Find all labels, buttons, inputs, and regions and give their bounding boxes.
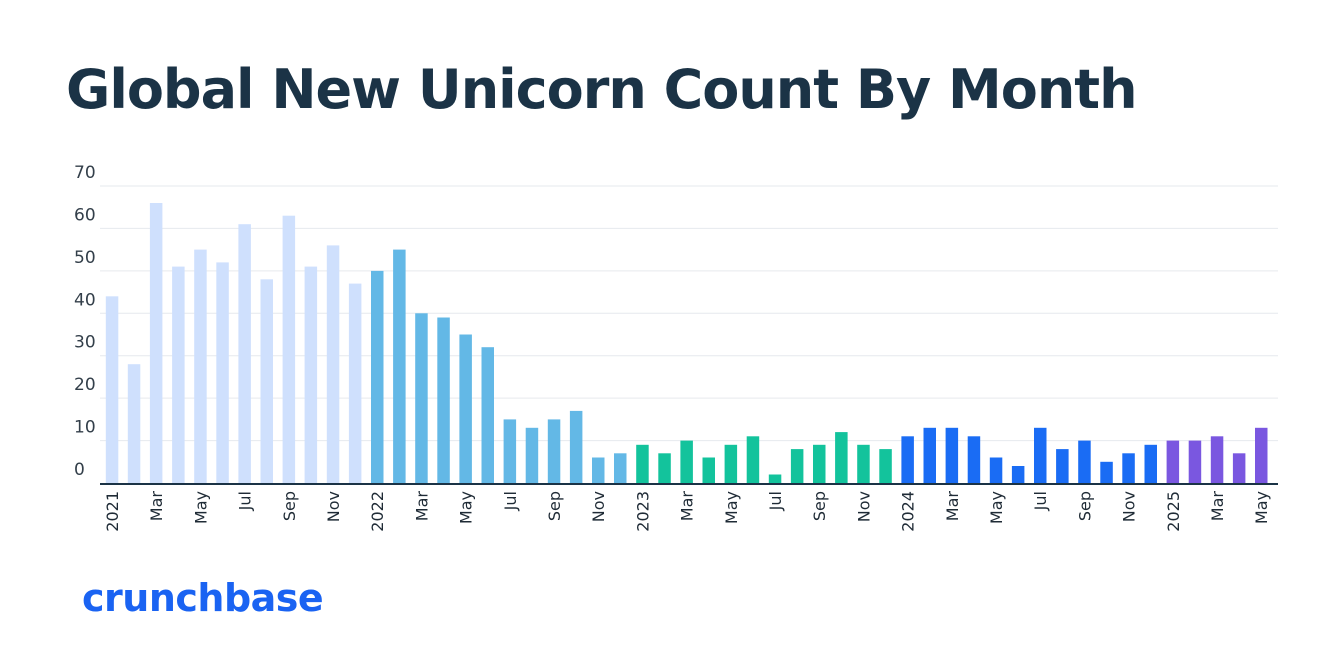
bar-2022-10	[569, 410, 583, 483]
y-tick-label: 70	[74, 163, 96, 183]
x-tick-label: 2025	[1164, 491, 1183, 532]
x-tick-label: Nov	[1120, 491, 1139, 522]
bar-2023-05	[724, 444, 738, 483]
bar-2021-05	[194, 249, 207, 483]
x-tick-label: May	[987, 491, 1006, 524]
x-tick-label: Mar	[1208, 491, 1227, 522]
x-tick-label: Mar	[678, 491, 697, 522]
y-tick-label: 60	[74, 205, 96, 225]
bar-2021-09	[282, 215, 296, 483]
bar-2024-06	[1011, 466, 1025, 483]
x-tick-label: Mar	[147, 491, 166, 522]
bar-2022-02	[393, 249, 406, 483]
bar-2021-03	[149, 203, 163, 483]
bar-2024-08	[1056, 449, 1069, 483]
chart-title: Global New Unicorn Count By Month	[66, 58, 1138, 121]
bar-2024-11	[1122, 453, 1135, 483]
bar-2023-04	[702, 457, 715, 483]
bar-2024-05	[989, 457, 1003, 483]
x-tick-label: 2021	[103, 491, 122, 532]
x-tick-label: Jul	[766, 491, 785, 511]
x-tick-label: Nov	[324, 491, 343, 522]
bar-2025-04	[1232, 453, 1246, 483]
y-tick-label: 20	[74, 375, 96, 395]
bar-2023-07	[768, 474, 782, 483]
bar-2023-06	[746, 436, 760, 483]
bar-2025-02	[1188, 440, 1202, 483]
bar-2023-10	[835, 432, 848, 483]
x-tick-label: May	[191, 491, 210, 524]
y-tick-label: 50	[74, 248, 96, 268]
bar-2023-09	[813, 444, 826, 483]
x-tick-label: Sep	[280, 491, 299, 521]
x-axis-ticks: 2021 Mar May Jul Sep Nov 2022 Mar May Jul Sep Nov 20…	[103, 491, 1271, 532]
bar-2023-12	[879, 449, 892, 483]
bar-2023-01	[636, 444, 649, 483]
bar-2022-04	[437, 317, 450, 483]
x-tick-label: 2024	[899, 491, 918, 532]
bars	[105, 203, 1268, 483]
x-tick-label: Jul	[501, 491, 520, 511]
bar-2022-08	[525, 427, 539, 483]
bar-2025-03	[1210, 436, 1224, 483]
bar-2024-12	[1144, 444, 1157, 483]
bar-2024-09	[1078, 440, 1091, 483]
crunchbase-logo: crunchbase	[82, 576, 324, 620]
x-tick-label: Jul	[1031, 491, 1050, 511]
bar-2022-11	[592, 457, 605, 483]
bar-2023-03	[680, 440, 693, 483]
bar-2024-07	[1034, 427, 1047, 483]
x-tick-label: Sep	[1075, 491, 1094, 521]
bar-2022-12	[614, 453, 627, 483]
x-tick-label: Mar	[412, 491, 431, 522]
bar-2024-01	[901, 436, 914, 483]
x-tick-label: Jul	[236, 491, 255, 511]
bar-2022-03	[415, 313, 428, 483]
bar-2023-08	[790, 449, 804, 483]
bar-2022-06	[481, 347, 494, 483]
x-tick-label: 2022	[368, 491, 387, 532]
bar-2024-02	[923, 427, 936, 483]
x-tick-label: Sep	[810, 491, 829, 521]
bar-2022-09	[547, 419, 561, 483]
bar-2021-12	[348, 283, 362, 483]
bar-2022-07	[503, 419, 517, 483]
y-tick-label: 0	[74, 460, 85, 480]
bar-2021-01	[105, 296, 119, 483]
x-tick-label: Nov	[589, 491, 608, 522]
x-tick-label: 2023	[633, 491, 652, 532]
x-tick-label: May	[1252, 491, 1271, 524]
bar-2024-04	[967, 436, 981, 483]
bar-2023-11	[857, 444, 870, 483]
bar-2024-10	[1100, 461, 1113, 483]
bar-2023-02	[658, 453, 671, 483]
bar-2021-04	[172, 266, 185, 483]
x-tick-label: Sep	[545, 491, 564, 521]
bar-2021-10	[304, 266, 318, 483]
x-tick-label: May	[722, 491, 741, 524]
bar-2022-01	[371, 270, 384, 483]
bar-2025-01	[1166, 440, 1180, 483]
bar-2021-02	[127, 364, 141, 483]
bar-2021-06	[216, 262, 229, 483]
y-tick-label: 30	[74, 333, 96, 353]
x-tick-label: Mar	[943, 491, 962, 522]
bar-2021-07	[238, 224, 251, 483]
y-tick-label: 10	[74, 418, 96, 438]
bar-2025-05	[1255, 427, 1268, 483]
bar-2022-05	[459, 334, 472, 483]
grid-lines	[100, 185, 1278, 442]
x-tick-label: Nov	[854, 491, 873, 522]
y-tick-label: 40	[74, 290, 96, 310]
bar-2021-11	[326, 245, 340, 483]
bar-2024-03	[945, 427, 959, 483]
y-axis-ticks: 0 10 20 30 40 50 60 70	[74, 163, 96, 480]
x-tick-label: May	[457, 491, 476, 524]
bar-2021-08	[260, 279, 273, 483]
